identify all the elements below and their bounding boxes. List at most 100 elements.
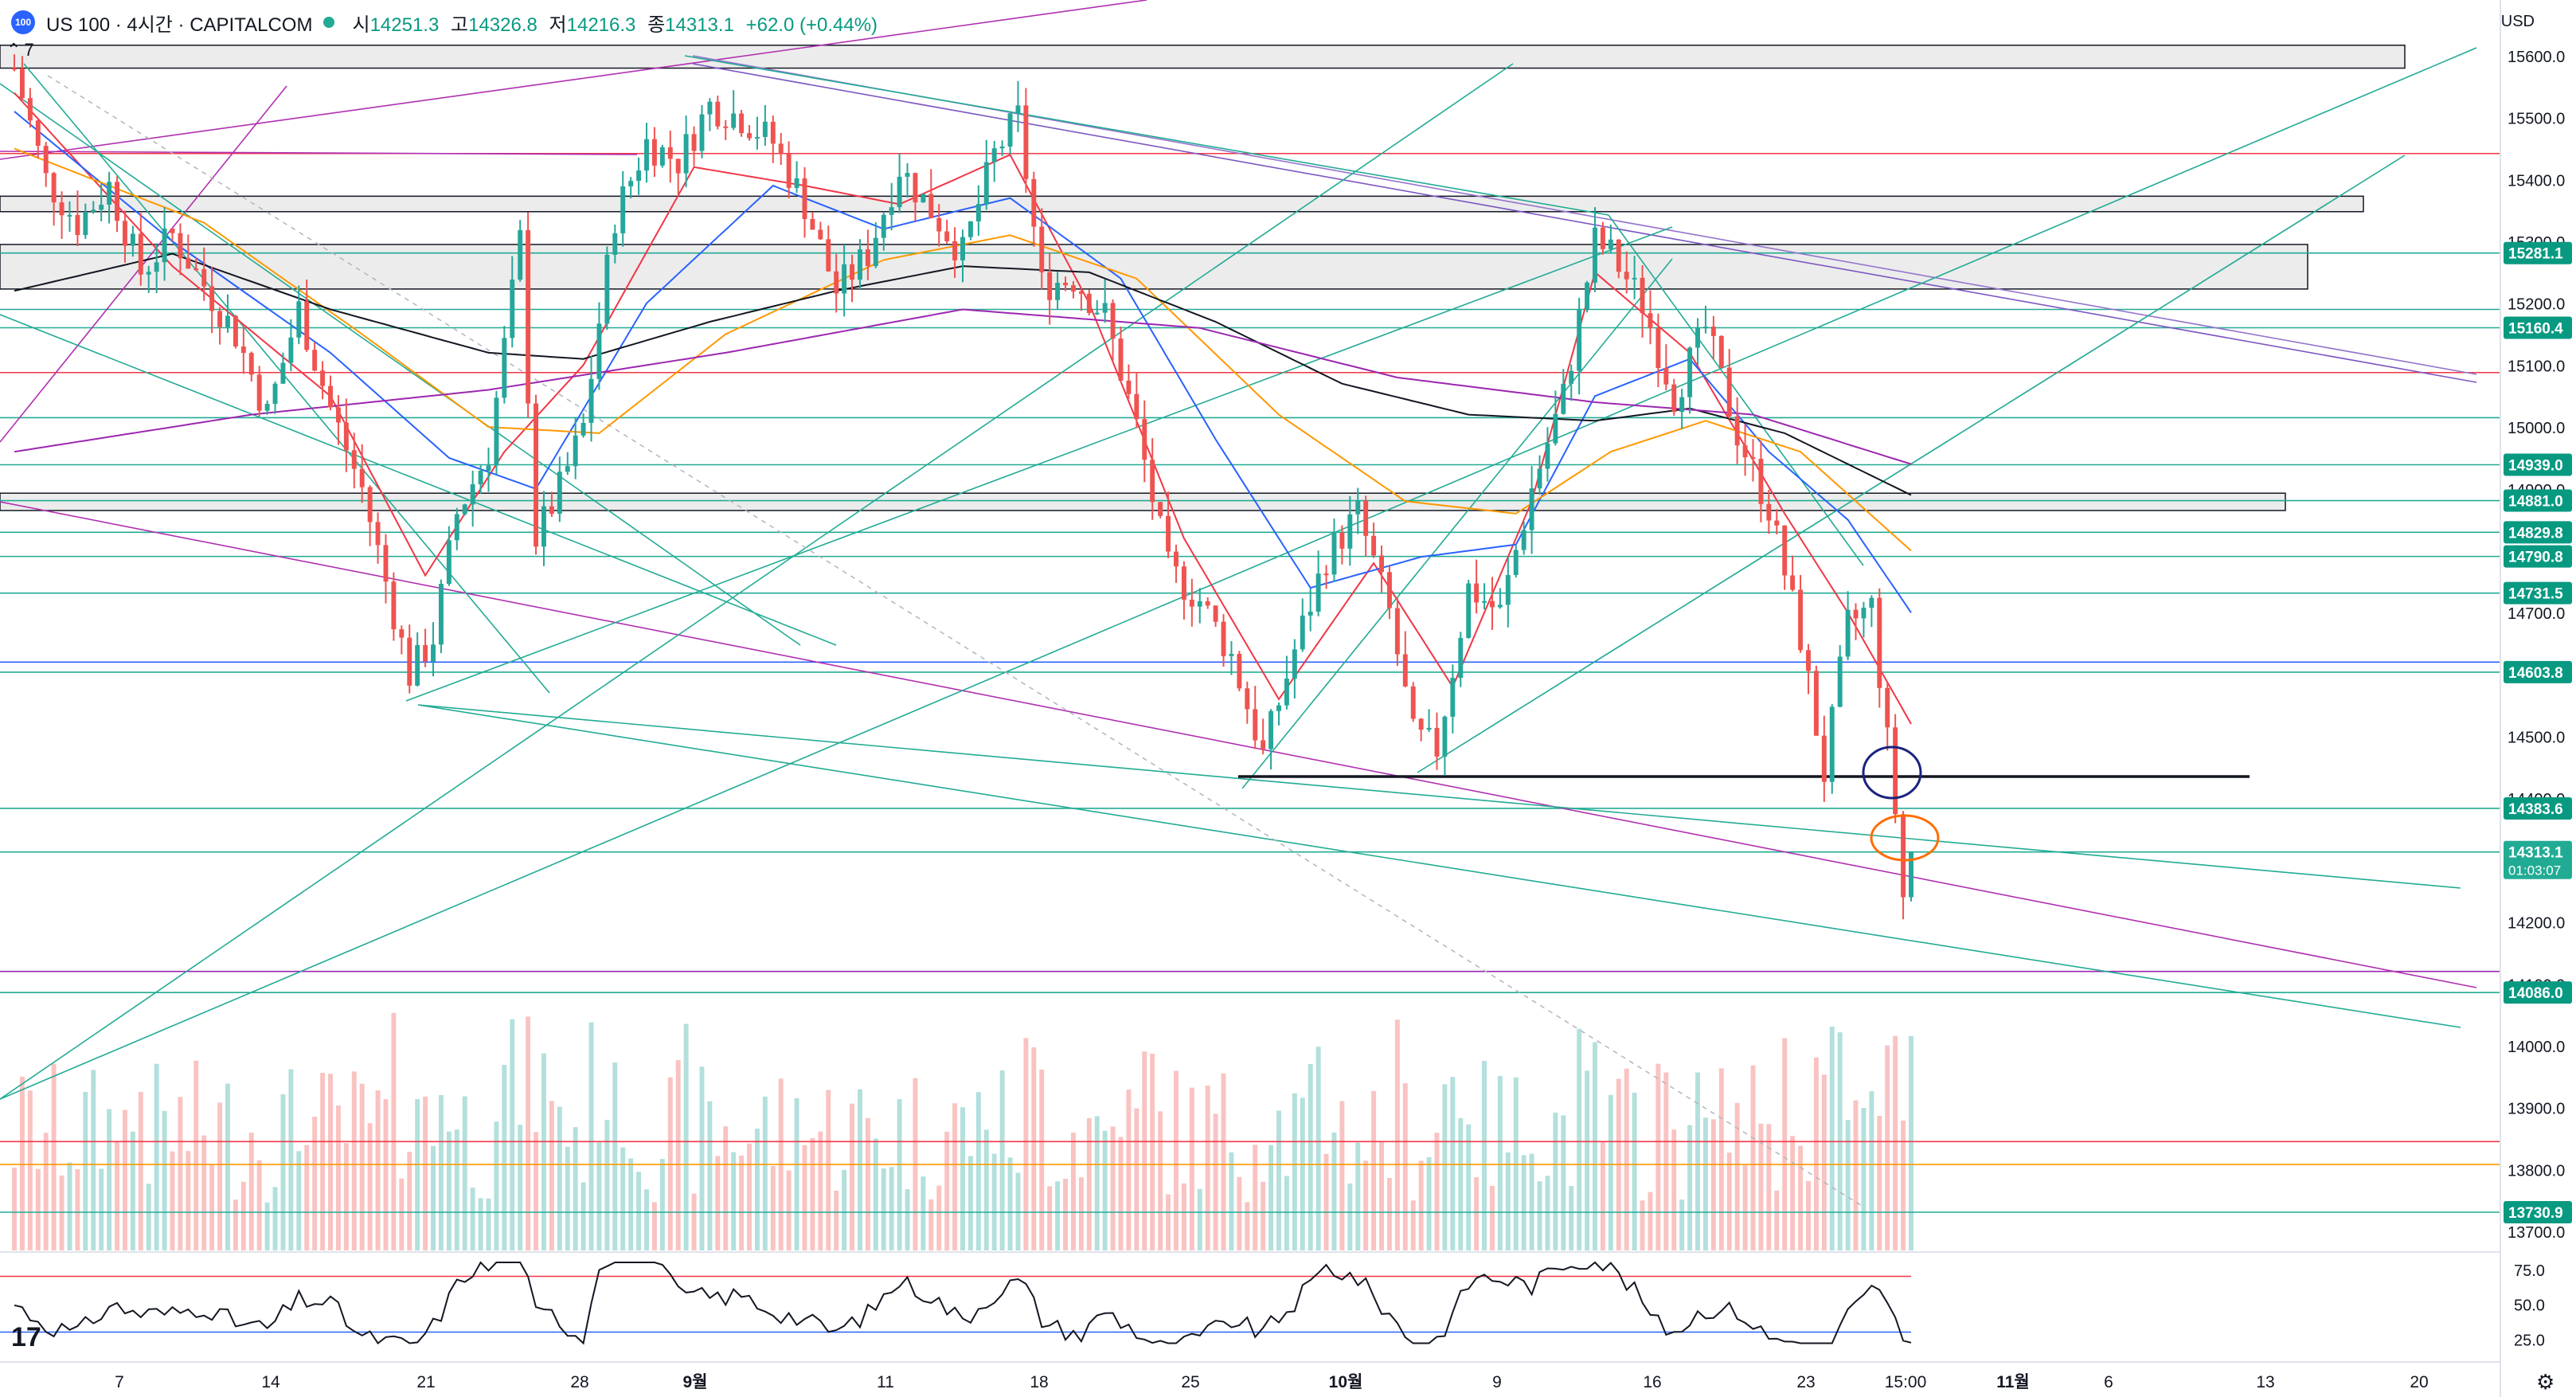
candle-body (1418, 718, 1424, 730)
volume-bar (1394, 1019, 1400, 1250)
volume-bar (494, 1121, 499, 1250)
volume-bar (1742, 1165, 1748, 1250)
open-value: 14251.3 (369, 14, 440, 36)
candle-body (240, 346, 246, 354)
volume-bar (526, 1016, 531, 1250)
candle-body (1529, 488, 1534, 530)
volume-bar (170, 1151, 175, 1250)
price-label-tag (2504, 241, 2572, 264)
volume-bar (35, 1168, 41, 1250)
candle-body (264, 404, 270, 411)
volume-bar (644, 1189, 649, 1250)
candle-body (193, 268, 199, 271)
volume-bar (328, 1074, 333, 1250)
candle-body (747, 133, 752, 139)
symbol-logo[interactable]: 100 (11, 10, 35, 34)
candle-body (248, 353, 254, 375)
candle-body (1158, 502, 1163, 516)
volume-bar (723, 1126, 729, 1250)
candle-body (707, 101, 713, 115)
candle-body (186, 258, 191, 269)
trend-line (1241, 258, 1673, 789)
volume-bar (1521, 1155, 1526, 1250)
currency-label[interactable]: USD (2500, 13, 2535, 30)
candle-body (944, 231, 950, 241)
tradingview-logo-icon[interactable]: 17 (11, 1322, 41, 1352)
time-tick-label: 6 (2104, 1373, 2113, 1391)
symbol-title[interactable]: US 100 · 4시간 · CAPITALCOM (46, 14, 313, 36)
volume-bar (146, 1184, 151, 1250)
candle-body (1331, 532, 1337, 575)
volume-bar (691, 1193, 697, 1250)
price-label-tag (2504, 545, 2572, 568)
candle-body (1070, 285, 1076, 292)
indicators-toggle[interactable]: ⌃ 7 (6, 40, 34, 61)
candle-body (770, 121, 776, 144)
close-value: 14313.1 (665, 14, 734, 36)
volume-bar (1766, 1124, 1772, 1250)
volume-bar (549, 1101, 554, 1250)
candle-body (462, 504, 467, 515)
candle-body (1063, 282, 1068, 286)
candle-body (1790, 575, 1796, 590)
volume-bar (1347, 1183, 1353, 1250)
volume-bar (75, 1169, 80, 1250)
candle-body (1015, 105, 1021, 114)
volume-bar (565, 1146, 570, 1250)
candle-body (154, 262, 159, 272)
volume-bar (1221, 1073, 1226, 1250)
volume-bar (178, 1097, 183, 1250)
volume-bar (1158, 1111, 1163, 1250)
candle-body (19, 68, 25, 99)
candle-body (367, 487, 373, 522)
open-label: 시 (352, 14, 370, 36)
volume-bar (1529, 1153, 1534, 1250)
volume-bar (351, 1071, 357, 1250)
candle-body (1537, 468, 1542, 489)
volume-bar (288, 1069, 294, 1250)
volume-bar (975, 1092, 981, 1250)
candle-body (1521, 530, 1526, 550)
volume-bar (1078, 1177, 1084, 1250)
volume-bar (1047, 1186, 1053, 1250)
volume-bar (1268, 1145, 1274, 1250)
volume-bar (1458, 1117, 1464, 1250)
candle-body (1553, 413, 1558, 444)
candle-body (778, 143, 784, 154)
volume-bar (842, 1169, 847, 1250)
candle-body (739, 113, 745, 134)
volume-bar (699, 1066, 705, 1250)
candle-body (1593, 227, 1597, 283)
time-axis[interactable]: 7 14 21 28 9월 11 18 25 10월 9 16 23 15:00 11월 6 13 20 (0, 1361, 2500, 1391)
price-tick-label: 13800.0 (2508, 1162, 2565, 1180)
candle-body (1308, 611, 1313, 616)
volume-bar (91, 1070, 96, 1250)
candle-body (320, 370, 326, 386)
candle-body (478, 471, 483, 485)
volume-bar (1600, 1141, 1605, 1250)
candle-body (1766, 503, 1772, 521)
candle-body (1371, 535, 1377, 556)
candle-body (1197, 601, 1202, 607)
volume-bar (1126, 1090, 1132, 1250)
volume-bar (1750, 1065, 1756, 1250)
price-label-text: 14790.8 (2508, 550, 2563, 566)
price-label-tag (2504, 796, 2572, 820)
price-tick-label: 15200.0 (2508, 296, 2565, 314)
candle-body (1458, 637, 1464, 679)
candle-body (913, 173, 918, 203)
volume-bar (786, 1170, 792, 1250)
price-axis[interactable]: 15600.015500.015400.015300.015200.015100… (2500, 0, 2572, 1397)
price-label-tag (2504, 1200, 2572, 1223)
volume-bar (391, 1012, 397, 1250)
time-tick-label: 10월 (1329, 1373, 1363, 1391)
time-tick-label: 11 (877, 1373, 894, 1391)
candle-body (1442, 716, 1448, 757)
volume-bar (51, 1063, 57, 1250)
candle-body (983, 162, 989, 205)
volume-bar (518, 1125, 523, 1250)
resistance-zone (0, 45, 2406, 69)
trend-line (23, 63, 550, 694)
price-label-tag (2504, 521, 2572, 544)
